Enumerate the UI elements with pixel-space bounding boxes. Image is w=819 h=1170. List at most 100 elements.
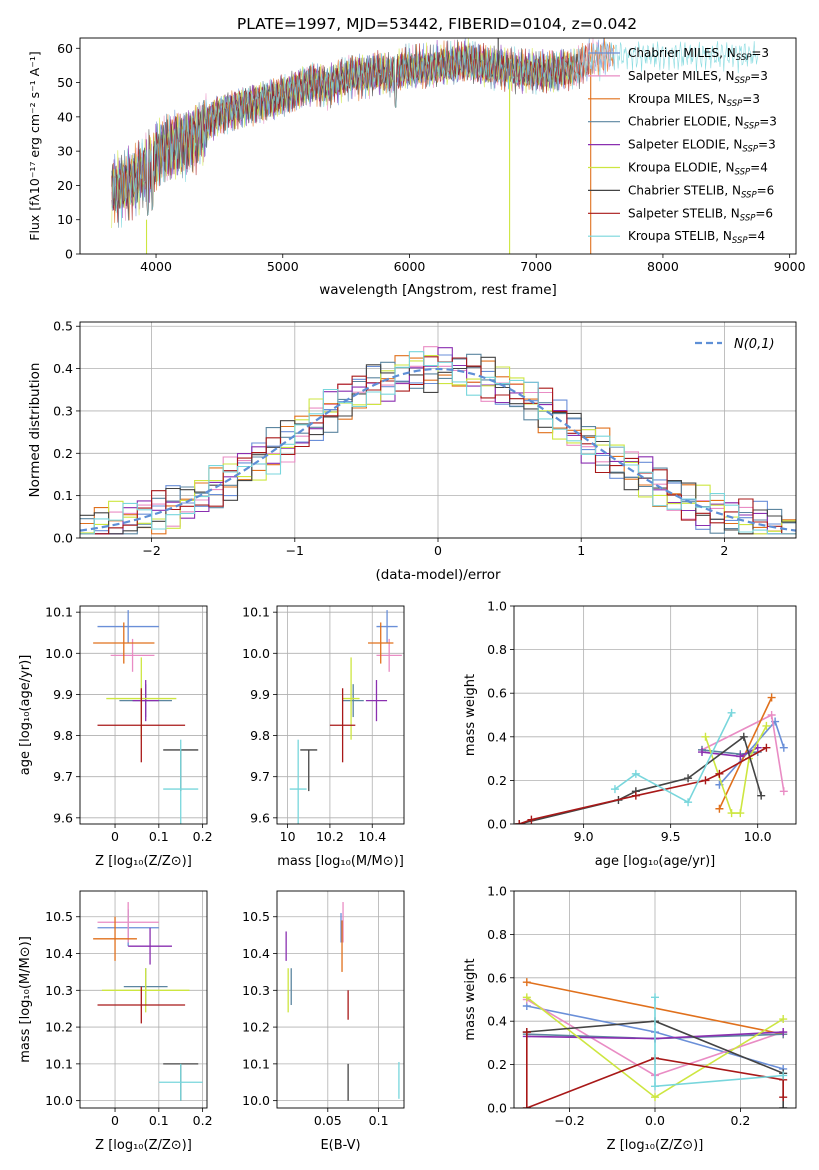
x-tick-label: 0 — [434, 543, 442, 558]
y-tick-label: 60 — [57, 41, 73, 56]
x-tick-label: −2 — [142, 543, 160, 558]
residual-panel-frame — [79, 321, 797, 539]
y-tick-label: 30 — [57, 144, 73, 159]
legend-label: Kroupa STELIB, NSSP=4 — [628, 229, 765, 246]
weight-marker — [767, 711, 776, 719]
y-tick-label: 9.9 — [250, 687, 270, 702]
weight-marker — [779, 1015, 788, 1024]
y-tick-label: 40 — [57, 109, 73, 124]
y-tick-label: 9.8 — [250, 728, 270, 743]
z-weight-panel: −0.2 0.0 0.2 0.0 0.2 0.4 0.6 0.8 1.0 Z [log₁₀(Z/Z… — [463, 884, 797, 1153]
x-tick-label: 6000 — [394, 259, 426, 274]
x-tick-label: −0.2 — [554, 1113, 584, 1128]
y-tick-label: 0.2 — [53, 446, 73, 461]
y-tick-label: 0.1 — [53, 488, 73, 503]
weight-line — [654, 997, 784, 1088]
weight-marker — [715, 804, 724, 813]
weight-marker — [762, 743, 771, 752]
y-axis-label: Normed distribution — [27, 363, 43, 498]
x-axis-label: age [log₁₀(age/yr)] — [595, 854, 716, 869]
y-tick-label: 10.0 — [45, 1093, 73, 1108]
y-tick-label: 0.6 — [487, 970, 507, 985]
ebv-mass-panel-frame — [276, 890, 405, 1109]
y-tick-label: 1.0 — [487, 599, 507, 614]
x-axis-label: mass [log₁₀(M/M⊙)] — [277, 854, 404, 869]
weight-marker — [779, 787, 788, 796]
y-tick-label: 0.6 — [487, 686, 507, 701]
y-tick-label: 10.2 — [45, 1020, 73, 1035]
legend-sub: SSP — [735, 168, 751, 178]
weight-marker — [515, 820, 524, 824]
x-axis-label: Z [log₁₀(Z/Z⊙)] — [95, 854, 192, 869]
z-mass-panel-frame — [79, 890, 208, 1109]
weight-marker — [757, 791, 766, 800]
x-tick-label: 10 — [280, 829, 296, 844]
y-axis-label: age [log₁₀(age/yr)] — [18, 655, 33, 776]
x-tick-label: 0.1 — [149, 1113, 169, 1128]
y-tick-label: 0.2 — [487, 1057, 507, 1072]
y-tick-label: 9.7 — [53, 769, 73, 784]
legend-sub: SSP — [742, 145, 758, 155]
legend-rest: =6 — [757, 183, 775, 197]
spectrum-line — [111, 39, 582, 221]
legend-label: N(0,1) — [734, 337, 775, 352]
age-weight-panel-frame — [513, 605, 797, 825]
y-tick-label: 10.4 — [45, 946, 73, 961]
x-tick-label: 2 — [720, 543, 728, 558]
legend-rest: =3 — [751, 46, 769, 60]
weight-marker — [779, 1093, 788, 1102]
residual-histogram — [80, 356, 796, 535]
y-tick-label: 10.1 — [242, 605, 270, 620]
x-tick-label: 10.4 — [358, 829, 386, 844]
weight-marker — [684, 774, 693, 783]
x-tick-label: 1 — [577, 543, 585, 558]
x-tick-label: 5000 — [267, 259, 299, 274]
z-mass-panel-plot — [93, 902, 203, 1101]
weight-marker — [522, 1104, 531, 1108]
z-mass-panel: 0 0.1 0.2 10.0 10.1 10.2 10.3 10.4 10.5 Z [log₁₀(… — [18, 890, 213, 1153]
weight-marker — [762, 721, 771, 730]
x-axis-label: Z [log₁₀(Z/Z⊙)] — [607, 1138, 704, 1153]
ebv-mass-panel: 0.05 0.1 10.0 10.1 10.2 10.3 10.4 10.5 E(B-V) — [242, 890, 405, 1153]
weight-marker — [779, 1071, 788, 1080]
weight-marker — [698, 748, 706, 757]
x-tick-label: 0 — [111, 1113, 119, 1128]
spectrum-panel-frame — [79, 37, 797, 255]
weight-marker — [527, 815, 536, 824]
y-axis-label: Flux [fλ10⁻¹⁷ erg cm⁻² s⁻¹ A⁻¹] — [27, 51, 42, 240]
spectrum-line — [111, 40, 759, 228]
legend-rest: =4 — [750, 161, 768, 175]
legend-label: Salpeter STELIB, NSSP=6 — [628, 206, 773, 223]
legend-rest: =3 — [750, 69, 768, 83]
z-age-panel-plot — [93, 610, 199, 824]
legend-sub: SSP — [736, 53, 752, 63]
y-tick-label: 0.0 — [53, 531, 73, 546]
x-axis-label: E(B-V) — [320, 1138, 360, 1153]
y-tick-label: 10.1 — [45, 1056, 73, 1071]
y-tick-label: 0.8 — [487, 642, 507, 657]
x-tick-label: 4000 — [140, 259, 172, 274]
mass-age-panel-frame — [276, 605, 405, 825]
y-tick-label: 0.4 — [53, 361, 73, 376]
legend-label: Kroupa ELODIE, NSSP=4 — [628, 161, 768, 178]
y-tick-label: 10.0 — [45, 646, 73, 661]
x-tick-label: 0 — [111, 829, 119, 844]
weight-marker — [701, 776, 710, 785]
x-tick-label: 10.2 — [316, 829, 344, 844]
legend-label: Salpeter MILES, NSSP=3 — [628, 69, 768, 86]
legend-sub: SSP — [727, 99, 743, 109]
y-tick-label: 0 — [65, 247, 73, 262]
legend-rest: =3 — [742, 92, 760, 106]
x-tick-label: 9.0 — [574, 829, 594, 844]
legend-label: Chabrier ELODIE, NSSP=3 — [628, 115, 777, 132]
x-tick-label: 0.0 — [645, 1113, 665, 1128]
weight-marker — [779, 1104, 788, 1108]
y-tick-label: 0.8 — [487, 927, 507, 942]
legend-rest: =3 — [758, 138, 776, 152]
weight-marker — [736, 809, 745, 818]
legend-rest: =4 — [748, 229, 766, 243]
y-tick-label: 10.4 — [242, 946, 270, 961]
x-tick-label: 7000 — [520, 259, 552, 274]
weight-marker — [701, 732, 710, 741]
